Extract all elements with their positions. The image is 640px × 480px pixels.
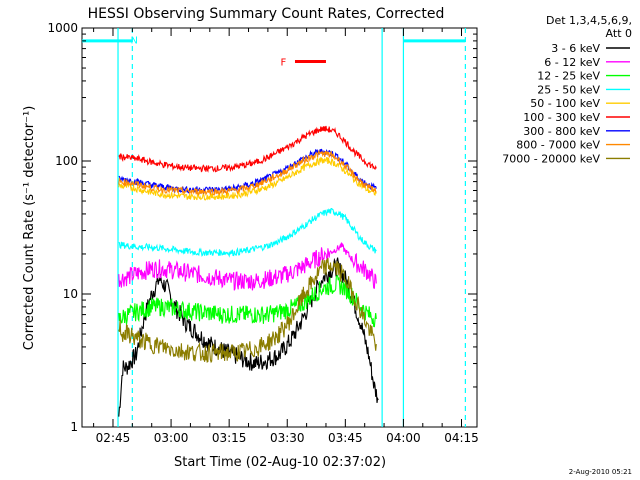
plot-frame (81, 27, 478, 428)
legend-label-5: 100 - 300 keV (523, 111, 600, 124)
legend-header-line-2: Att 0 (606, 27, 632, 40)
legend-label-8: 7000 - 20000 keV (502, 152, 600, 165)
x-tick-label-3: 03:30 (270, 431, 305, 445)
y-tick-label-1: 10 (63, 287, 78, 301)
chart-title: HESSI Observing Summary Count Rates, Cor… (88, 6, 445, 22)
y-tick-label-0: 1 (70, 420, 78, 434)
legend-label-7: 800 - 7000 keV (516, 139, 600, 152)
x-tick-label-5: 04:00 (386, 431, 421, 445)
x-tick-label-2: 03:15 (212, 431, 247, 445)
y-axis-label: Corrected Count Rate (s⁻¹ detector⁻¹) (22, 106, 37, 351)
series-line-7 (118, 149, 377, 196)
x-tick-label-0: 02:45 (96, 431, 131, 445)
series-line-5 (118, 125, 377, 173)
series-line-0 (118, 257, 379, 417)
legend-label-4: 50 - 100 keV (530, 97, 600, 110)
y-axis-ticks: 1 10 100 1000 (47, 21, 477, 434)
plot-area: NF (81, 27, 478, 428)
x-tick-label-1: 03:00 (154, 431, 189, 445)
legend-label-1: 6 - 12 keV (544, 56, 600, 69)
series-line-8 (118, 257, 377, 364)
legend-label-6: 300 - 800 keV (523, 125, 600, 138)
series-line-2 (118, 274, 377, 328)
annotation-label-1: F (280, 57, 286, 68)
legend-label-0: 3 - 6 keV (551, 42, 600, 55)
series-line-6 (118, 148, 377, 195)
x-tick-label-6: 04:15 (444, 431, 479, 445)
legend-label-2: 12 - 25 keV (537, 70, 600, 83)
y-tick-label-2: 100 (55, 154, 78, 168)
x-tick-label-4: 03:45 (328, 431, 363, 445)
legend-header-line-1: Det 1,3,4,5,6,9, (546, 14, 632, 27)
x-axis-ticks: 02:45 03:00 03:15 03:30 03:45 04:00 04:15 (93, 28, 479, 445)
x-axis-label: Start Time (02-Aug-10 02:37:02) (174, 455, 386, 470)
y-tick-label-3: 1000 (47, 21, 78, 35)
annotation-label-0: N (131, 35, 138, 46)
footer-timestamp: 2-Aug-2010 05:21 (569, 468, 632, 476)
series-line-1 (118, 242, 377, 291)
series-line-4 (118, 156, 377, 201)
legend-label-3: 25 - 50 keV (537, 83, 600, 96)
series-line-3 (118, 207, 377, 258)
